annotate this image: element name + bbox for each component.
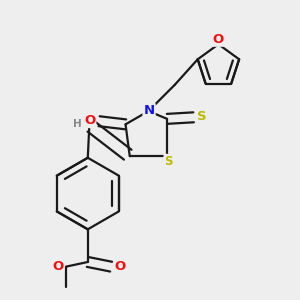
Text: O: O: [114, 260, 125, 272]
Text: O: O: [52, 260, 63, 272]
Text: S: S: [197, 110, 207, 123]
Text: O: O: [84, 114, 95, 127]
Text: O: O: [213, 33, 224, 46]
Text: S: S: [164, 155, 173, 168]
Text: N: N: [143, 104, 155, 117]
Text: H: H: [73, 119, 81, 129]
